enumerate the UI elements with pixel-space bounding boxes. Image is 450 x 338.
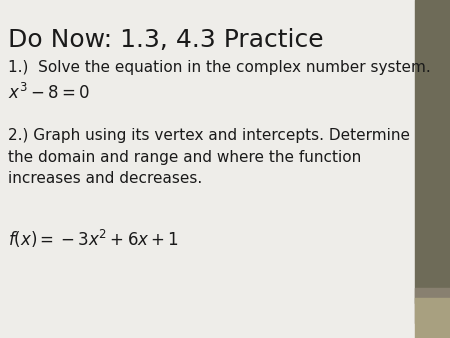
Text: 1.)  Solve the equation in the complex number system.: 1.) Solve the equation in the complex nu… (8, 60, 431, 75)
Text: 2.) Graph using its vertex and intercepts. Determine
the domain and range and wh: 2.) Graph using its vertex and intercept… (8, 128, 410, 186)
Text: $f(x) = -3x^2 + 6x + 1$: $f(x) = -3x^2 + 6x + 1$ (8, 228, 179, 250)
Text: Do Now: 1.3, 4.3 Practice: Do Now: 1.3, 4.3 Practice (8, 28, 324, 52)
Text: $x^3 - 8 = 0$: $x^3 - 8 = 0$ (8, 83, 90, 103)
